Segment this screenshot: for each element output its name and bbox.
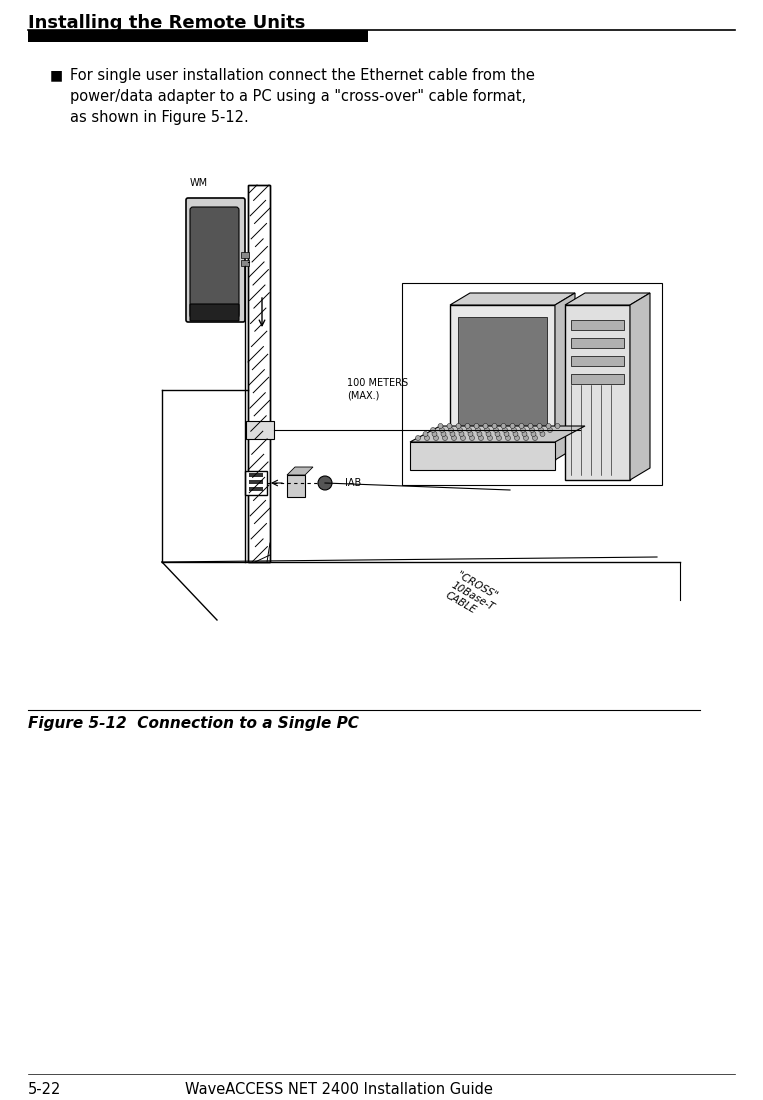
- Bar: [410, 442, 555, 470]
- Circle shape: [469, 436, 475, 440]
- Text: 100 METERS
(MAX.): 100 METERS (MAX.): [347, 378, 408, 400]
- Circle shape: [514, 436, 520, 440]
- Circle shape: [494, 428, 498, 432]
- Circle shape: [503, 428, 507, 432]
- Circle shape: [513, 431, 518, 437]
- Bar: [249, 487, 263, 491]
- Bar: [458, 317, 547, 452]
- Polygon shape: [555, 293, 575, 460]
- Circle shape: [466, 428, 472, 432]
- Circle shape: [555, 424, 560, 429]
- Text: For single user installation connect the Ethernet cable from the
power/data adap: For single user installation connect the…: [70, 68, 535, 125]
- Text: WM: WM: [190, 178, 208, 188]
- Text: "CROSS"
10Base-T
CABLE: "CROSS" 10Base-T CABLE: [443, 570, 501, 623]
- Circle shape: [439, 428, 445, 432]
- Text: 5-22: 5-22: [28, 1082, 61, 1097]
- Circle shape: [430, 428, 436, 432]
- Circle shape: [438, 424, 443, 429]
- Polygon shape: [287, 468, 313, 475]
- Text: WaveACCESS NET 2400 Installation Guide: WaveACCESS NET 2400 Installation Guide: [185, 1082, 493, 1097]
- Circle shape: [492, 424, 497, 429]
- Circle shape: [510, 424, 515, 429]
- Bar: [571, 320, 624, 330]
- Bar: [241, 252, 249, 258]
- Circle shape: [533, 436, 537, 440]
- Circle shape: [497, 436, 501, 440]
- FancyBboxPatch shape: [190, 304, 239, 321]
- Bar: [490, 460, 515, 467]
- FancyBboxPatch shape: [186, 198, 245, 322]
- Circle shape: [450, 431, 455, 437]
- Circle shape: [474, 424, 479, 429]
- Circle shape: [416, 436, 420, 440]
- Text: Figure 5-12  Connection to a Single PC: Figure 5-12 Connection to a Single PC: [28, 716, 359, 732]
- Text: IAB: IAB: [345, 478, 361, 488]
- Circle shape: [501, 424, 506, 429]
- Circle shape: [511, 428, 517, 432]
- Circle shape: [528, 424, 533, 429]
- Circle shape: [424, 436, 430, 440]
- Circle shape: [495, 431, 500, 437]
- Circle shape: [449, 428, 453, 432]
- Circle shape: [506, 436, 510, 440]
- Circle shape: [523, 436, 529, 440]
- Circle shape: [475, 428, 481, 432]
- Bar: [248, 185, 270, 562]
- Circle shape: [537, 424, 542, 429]
- Bar: [249, 480, 263, 484]
- Bar: [248, 185, 270, 562]
- Polygon shape: [565, 293, 650, 305]
- Circle shape: [441, 431, 446, 437]
- Bar: [402, 283, 662, 485]
- Bar: [241, 260, 249, 266]
- Circle shape: [486, 431, 491, 437]
- Circle shape: [519, 424, 524, 429]
- Circle shape: [456, 424, 461, 429]
- Bar: [248, 185, 270, 562]
- Circle shape: [530, 428, 535, 432]
- Circle shape: [488, 436, 492, 440]
- Bar: [571, 374, 624, 384]
- Circle shape: [468, 431, 473, 437]
- Circle shape: [459, 431, 464, 437]
- Circle shape: [539, 428, 543, 432]
- Circle shape: [458, 428, 462, 432]
- Bar: [245, 471, 267, 495]
- Circle shape: [520, 428, 526, 432]
- Polygon shape: [630, 293, 650, 480]
- Circle shape: [477, 431, 482, 437]
- FancyBboxPatch shape: [190, 207, 239, 318]
- Circle shape: [540, 431, 545, 437]
- Circle shape: [461, 436, 465, 440]
- Text: ■: ■: [50, 68, 63, 82]
- Bar: [571, 356, 624, 366]
- Bar: [450, 305, 555, 460]
- Polygon shape: [410, 426, 585, 442]
- Polygon shape: [450, 293, 575, 305]
- Bar: [246, 421, 274, 439]
- Circle shape: [504, 431, 509, 437]
- Circle shape: [531, 431, 536, 437]
- Circle shape: [318, 476, 332, 490]
- Circle shape: [447, 424, 452, 429]
- Circle shape: [433, 436, 439, 440]
- Circle shape: [485, 428, 490, 432]
- Circle shape: [443, 436, 448, 440]
- Text: Installing the Remote Units: Installing the Remote Units: [28, 14, 305, 32]
- Circle shape: [432, 431, 437, 437]
- Circle shape: [465, 424, 470, 429]
- Circle shape: [452, 436, 456, 440]
- Circle shape: [546, 424, 551, 429]
- Circle shape: [478, 436, 484, 440]
- Bar: [287, 475, 305, 497]
- Bar: [571, 338, 624, 348]
- Circle shape: [522, 431, 527, 437]
- Bar: [249, 473, 263, 477]
- Bar: [28, 30, 368, 42]
- Circle shape: [548, 428, 552, 432]
- Circle shape: [483, 424, 488, 429]
- Circle shape: [423, 431, 428, 437]
- Bar: [565, 305, 630, 480]
